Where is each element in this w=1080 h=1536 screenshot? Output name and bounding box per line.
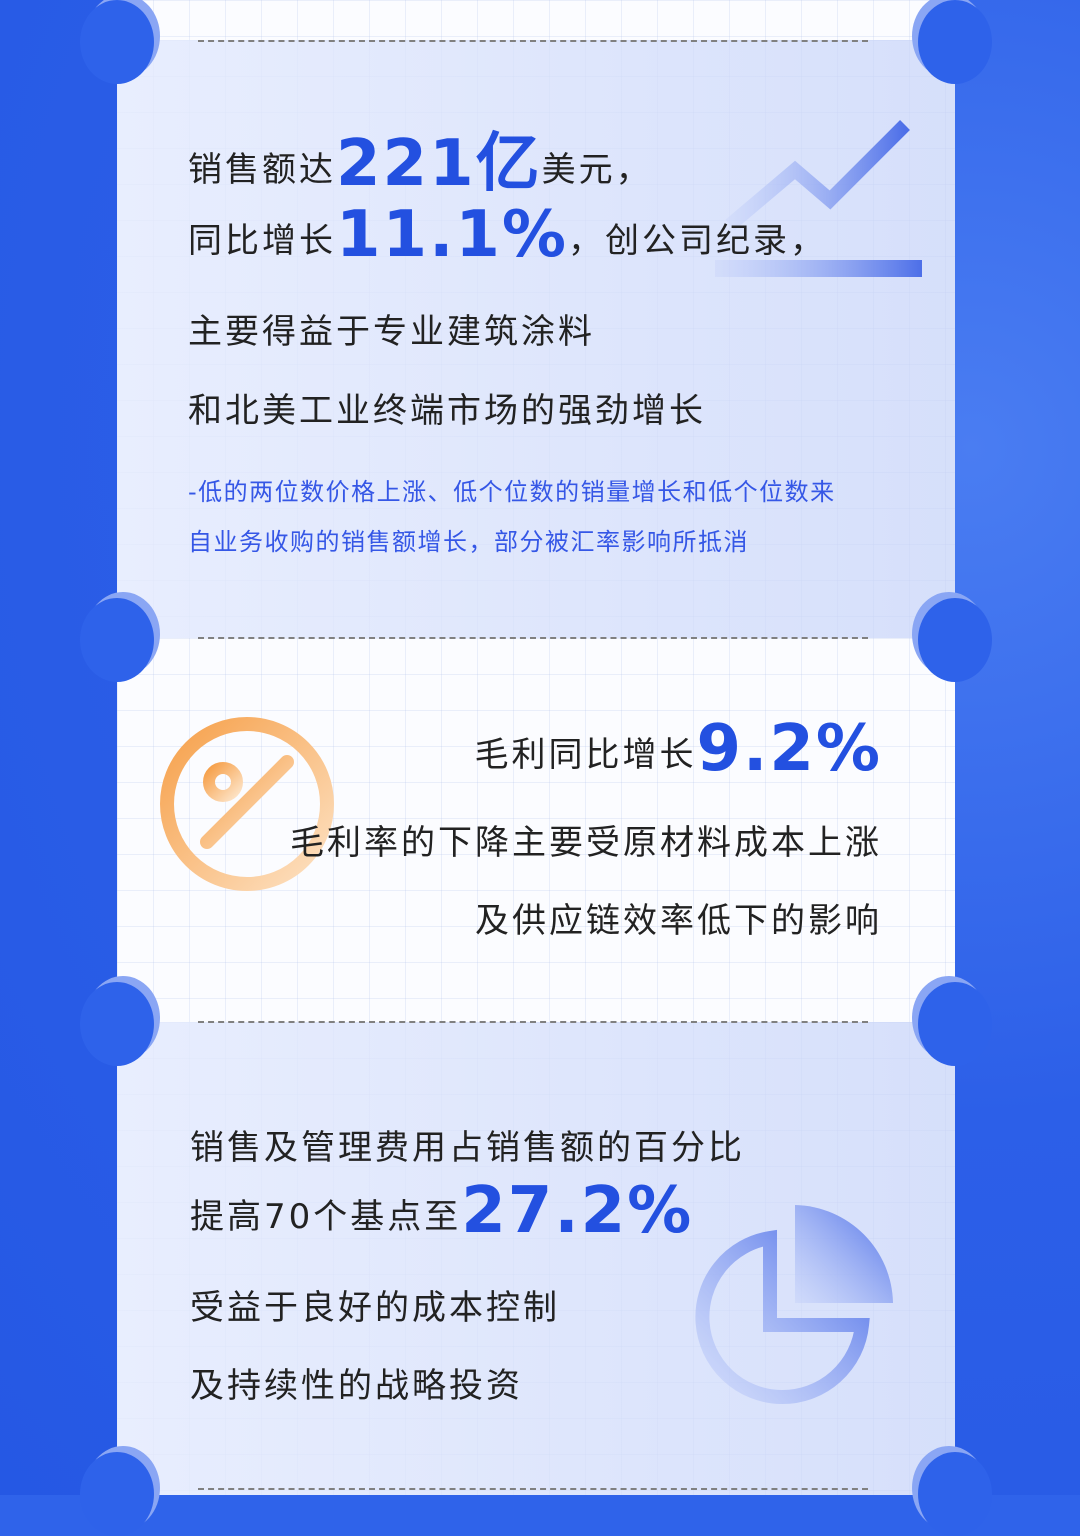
sales-line-4: 和北美工业终端市场的强劲增长 [188, 391, 706, 431]
expense-line-2: 提高70个基点至27.2% [190, 1174, 694, 1248]
divider [198, 40, 868, 42]
sales-line-2: 同比增长11.1%，创公司纪录， [188, 198, 828, 272]
expense-line-4: 及持续性的战略投资 [190, 1366, 523, 1406]
ticket-notch [80, 598, 154, 682]
divider [198, 637, 868, 639]
expense-line-3: 受益于良好的成本控制 [190, 1288, 560, 1328]
sales-line-1: 销售额达221亿美元， [188, 127, 653, 201]
expense-line-1: 销售及管理费用占销售额的百分比 [190, 1128, 745, 1168]
gross-profit-line-2: 毛利率的下降主要受原材料成本上涨 [290, 823, 882, 863]
ticket-notch [918, 982, 992, 1066]
sales-note-1: -低的两位数价格上涨、低个位数的销量增长和低个位数来 [188, 478, 836, 506]
ticket-notch [918, 0, 992, 84]
ticket-notch [80, 1452, 154, 1536]
ticket-notch [80, 0, 154, 84]
sales-section [117, 40, 955, 638]
sales-note-2: 自业务收购的销售额增长，部分被汇率影响所抵消 [188, 528, 749, 556]
ticket-notch [80, 982, 154, 1066]
card-top [117, 0, 955, 40]
ticket-notch [918, 598, 992, 682]
trend-up-icon [715, 120, 922, 277]
sales-line-3: 主要得益于专业建筑涂料 [188, 312, 595, 352]
pie-chart-icon [695, 1205, 893, 1405]
divider [198, 1021, 868, 1023]
percent-icon [160, 717, 334, 891]
divider [198, 1488, 868, 1490]
gross-profit-line-1: 毛利同比增长9.2% [474, 712, 882, 786]
gross-profit-line-3: 及供应链效率低下的影响 [475, 901, 882, 941]
gross-profit-section [117, 638, 955, 1022]
ticket-notch [918, 1452, 992, 1536]
